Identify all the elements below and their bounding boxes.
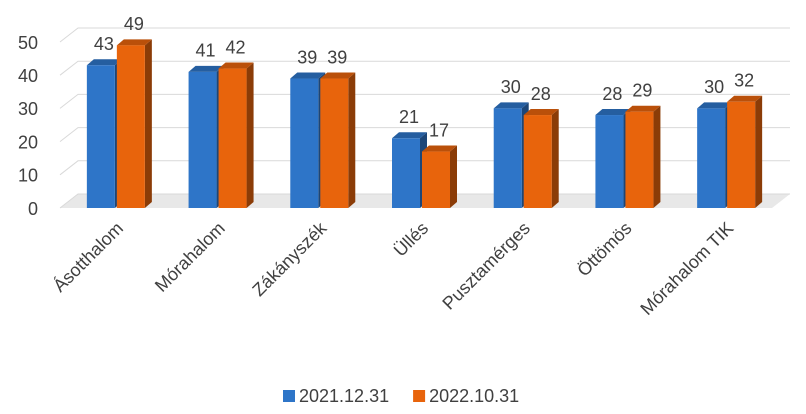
value-label: 39: [327, 47, 347, 67]
y-tick-label: 10: [18, 166, 38, 186]
bar: [320, 78, 349, 209]
value-label: 30: [501, 77, 521, 97]
bar: [523, 115, 552, 208]
x-tick-label: Öttömös: [573, 218, 635, 280]
value-label: 41: [196, 41, 216, 61]
bar-top: [625, 105, 661, 112]
bar-side: [653, 105, 661, 208]
bar-top: [697, 102, 733, 109]
bar-side: [551, 109, 559, 208]
bar-side: [755, 95, 763, 208]
bar-top: [86, 59, 122, 66]
legend-swatch: [283, 390, 295, 402]
bar: [697, 108, 726, 208]
y-tick-label: 0: [28, 199, 38, 219]
x-tick-label: Pusztamérges: [438, 218, 534, 314]
legend-swatch: [413, 390, 426, 402]
value-label: 39: [297, 47, 317, 67]
bar-side: [144, 39, 152, 208]
bar-top: [523, 109, 559, 116]
bar-top: [188, 65, 224, 72]
y-tick-label: 40: [18, 66, 38, 86]
bar: [493, 108, 522, 208]
bar: [422, 151, 450, 208]
bar-top: [116, 39, 152, 46]
y-tick-label: 20: [18, 132, 38, 152]
bar: [188, 71, 217, 208]
value-label: 43: [94, 34, 114, 54]
grid-line: [59, 60, 790, 76]
legend-label: 2022.10.31: [429, 386, 519, 406]
x-tick-label: Zákányszék: [248, 217, 331, 300]
bar: [218, 68, 247, 208]
x-tick-label: Üllés: [390, 218, 432, 260]
value-label: 17: [429, 120, 449, 140]
value-label: 42: [226, 37, 246, 57]
bar-side: [246, 62, 254, 209]
bar: [116, 45, 145, 208]
bar-top: [422, 145, 457, 152]
y-tick-label: 30: [18, 99, 38, 119]
grid-line: [59, 93, 790, 109]
x-tick-label: Mórahalom: [151, 218, 229, 296]
bar: [290, 78, 319, 209]
value-label: 21: [399, 107, 419, 127]
bar: [86, 65, 115, 209]
bar-top: [727, 95, 763, 102]
bar-top: [392, 132, 427, 139]
grid-line: [59, 27, 790, 43]
value-label: 49: [124, 14, 144, 34]
value-label: 32: [734, 71, 754, 91]
bar: [392, 138, 420, 208]
bar: [625, 111, 654, 208]
value-label: 29: [632, 80, 652, 100]
value-label: 28: [602, 84, 622, 104]
y-tick-label: 50: [18, 33, 38, 53]
x-tick-label: Ásotthalom: [49, 218, 127, 296]
bar-top: [290, 72, 326, 79]
x-tick-label: Mórahalom TIK: [636, 218, 737, 319]
legend-label: 2021.12.31: [299, 386, 389, 406]
bar-top: [595, 109, 631, 116]
bar-top: [320, 72, 356, 79]
bar-side: [450, 145, 457, 208]
value-label: 30: [704, 77, 724, 97]
bar-top: [218, 62, 254, 69]
bar: [595, 115, 624, 208]
bar-top: [493, 102, 529, 109]
value-label: 28: [531, 84, 551, 104]
bar-side: [348, 72, 356, 209]
bar: [727, 101, 756, 208]
